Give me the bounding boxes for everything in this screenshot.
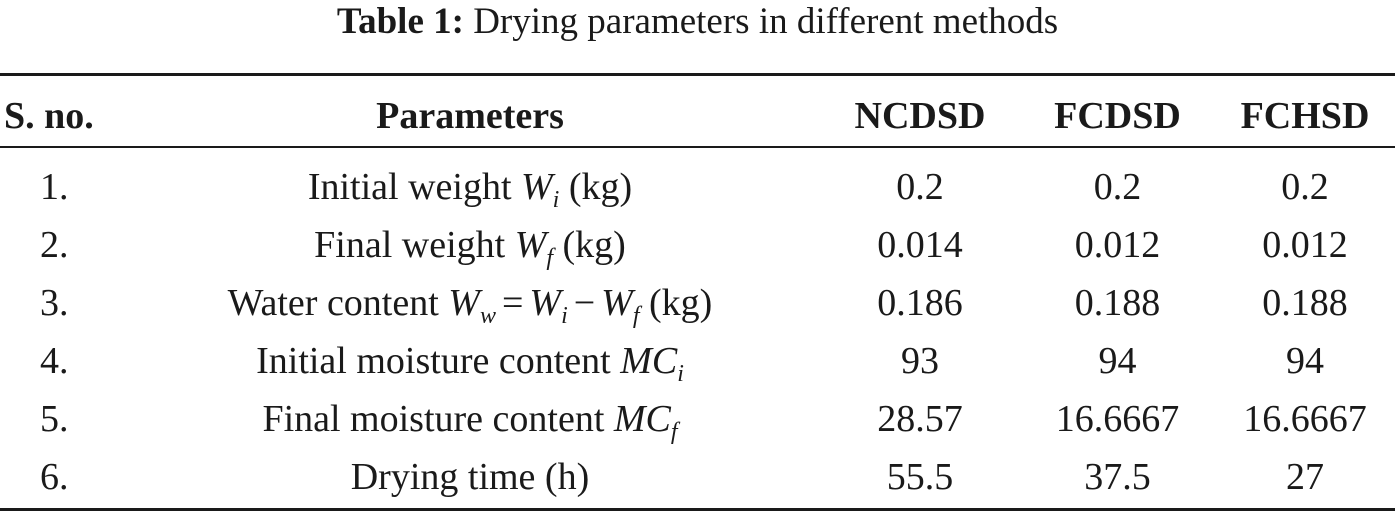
row-sno: 5. — [40, 398, 69, 440]
cell-ncdsd: 28.57 — [877, 398, 963, 440]
table-row: 4. Initial moisture content MCi 93 94 94 — [0, 332, 1395, 390]
row-sno: 4. — [40, 340, 69, 382]
row-parameter: Water content Ww = Wi − Wf (kg) — [120, 274, 820, 332]
cell-ncdsd: 0.186 — [877, 282, 963, 324]
cell-fchsd: 0.188 — [1262, 282, 1348, 324]
parameter-text: Initial weight Wi (kg) — [307, 166, 633, 213]
cell-fcdsd: 16.6667 — [1055, 398, 1180, 440]
bottom-rule — [0, 508, 1395, 511]
cell-fchsd: 27 — [1286, 456, 1324, 498]
table-row: 1. Initial weight Wi (kg) 0.2 0.2 0.2 — [0, 158, 1395, 216]
row-parameter: Initial weight Wi (kg) — [120, 158, 820, 216]
row-parameter: Final moisture content MCf — [120, 390, 820, 448]
cell-fcdsd: 0.188 — [1074, 282, 1161, 324]
cell-fcdsd: 37.5 — [1084, 456, 1151, 498]
table-row: 5. Final moisture content MCf 28.57 16.6… — [0, 390, 1395, 448]
caption-label: Table 1: — [336, 1, 464, 42]
cell-ncdsd: 0.014 — [877, 224, 963, 266]
parameter-text: Drying time (h) — [350, 456, 590, 498]
row-parameter: Initial moisture content MCi — [120, 332, 820, 390]
row-parameter: Final weight Wf (kg) — [120, 216, 820, 274]
row-sno: 2. — [40, 224, 69, 266]
cell-fcdsd: 0.012 — [1074, 224, 1161, 266]
row-sno: 6. — [40, 456, 69, 498]
row-sno: 3. — [40, 282, 69, 324]
drying-parameters-table: S. no. Parameters NCDSD FCDSD FCHSD 1. I… — [0, 86, 1395, 506]
cell-ncdsd: 55.5 — [886, 456, 954, 498]
cell-fcdsd: 0.2 — [1093, 166, 1142, 208]
parameter-text: Final moisture content MCf — [262, 398, 678, 445]
table-row: 2. Final weight Wf (kg) 0.014 0.012 0.01… — [0, 216, 1395, 274]
header-sno: S. no. — [4, 95, 94, 137]
header-fchsd: FCHSD — [1240, 95, 1370, 137]
parameter-text: Water content Ww = Wi − Wf (kg) — [227, 282, 713, 329]
caption-text: Drying parameters in different methods — [473, 1, 1059, 42]
parameter-text: Initial moisture content MCi — [256, 340, 684, 387]
header-ncdsd: NCDSD — [854, 95, 986, 137]
cell-fchsd: 94 — [1286, 340, 1324, 382]
cell-ncdsd: 93 — [901, 340, 939, 382]
cell-ncdsd: 0.2 — [896, 166, 944, 208]
parameter-text: Final weight Wf (kg) — [314, 224, 626, 271]
top-rule — [0, 73, 1395, 76]
table-row: 3. Water content Ww = Wi − Wf (kg) 0.186 0.1… — [0, 274, 1395, 332]
cell-fchsd: 16.6667 — [1243, 398, 1367, 440]
header-fcdsd: FCDSD — [1054, 95, 1181, 137]
header-parameters: Parameters — [376, 95, 564, 137]
row-parameter: Drying time (h) — [120, 448, 820, 506]
cell-fcdsd: 94 — [1098, 340, 1137, 382]
row-sno: 1. — [40, 166, 69, 208]
table-caption: Table 1: Drying parameters in different … — [0, 0, 1395, 44]
table-row: 6. Drying time (h) 55.5 37.5 27 — [0, 448, 1395, 506]
header-row: S. no. Parameters NCDSD FCDSD FCHSD — [0, 86, 1395, 146]
header-rule — [0, 146, 1395, 148]
cell-fchsd: 0.2 — [1281, 166, 1329, 208]
cell-fchsd: 0.012 — [1262, 224, 1348, 266]
